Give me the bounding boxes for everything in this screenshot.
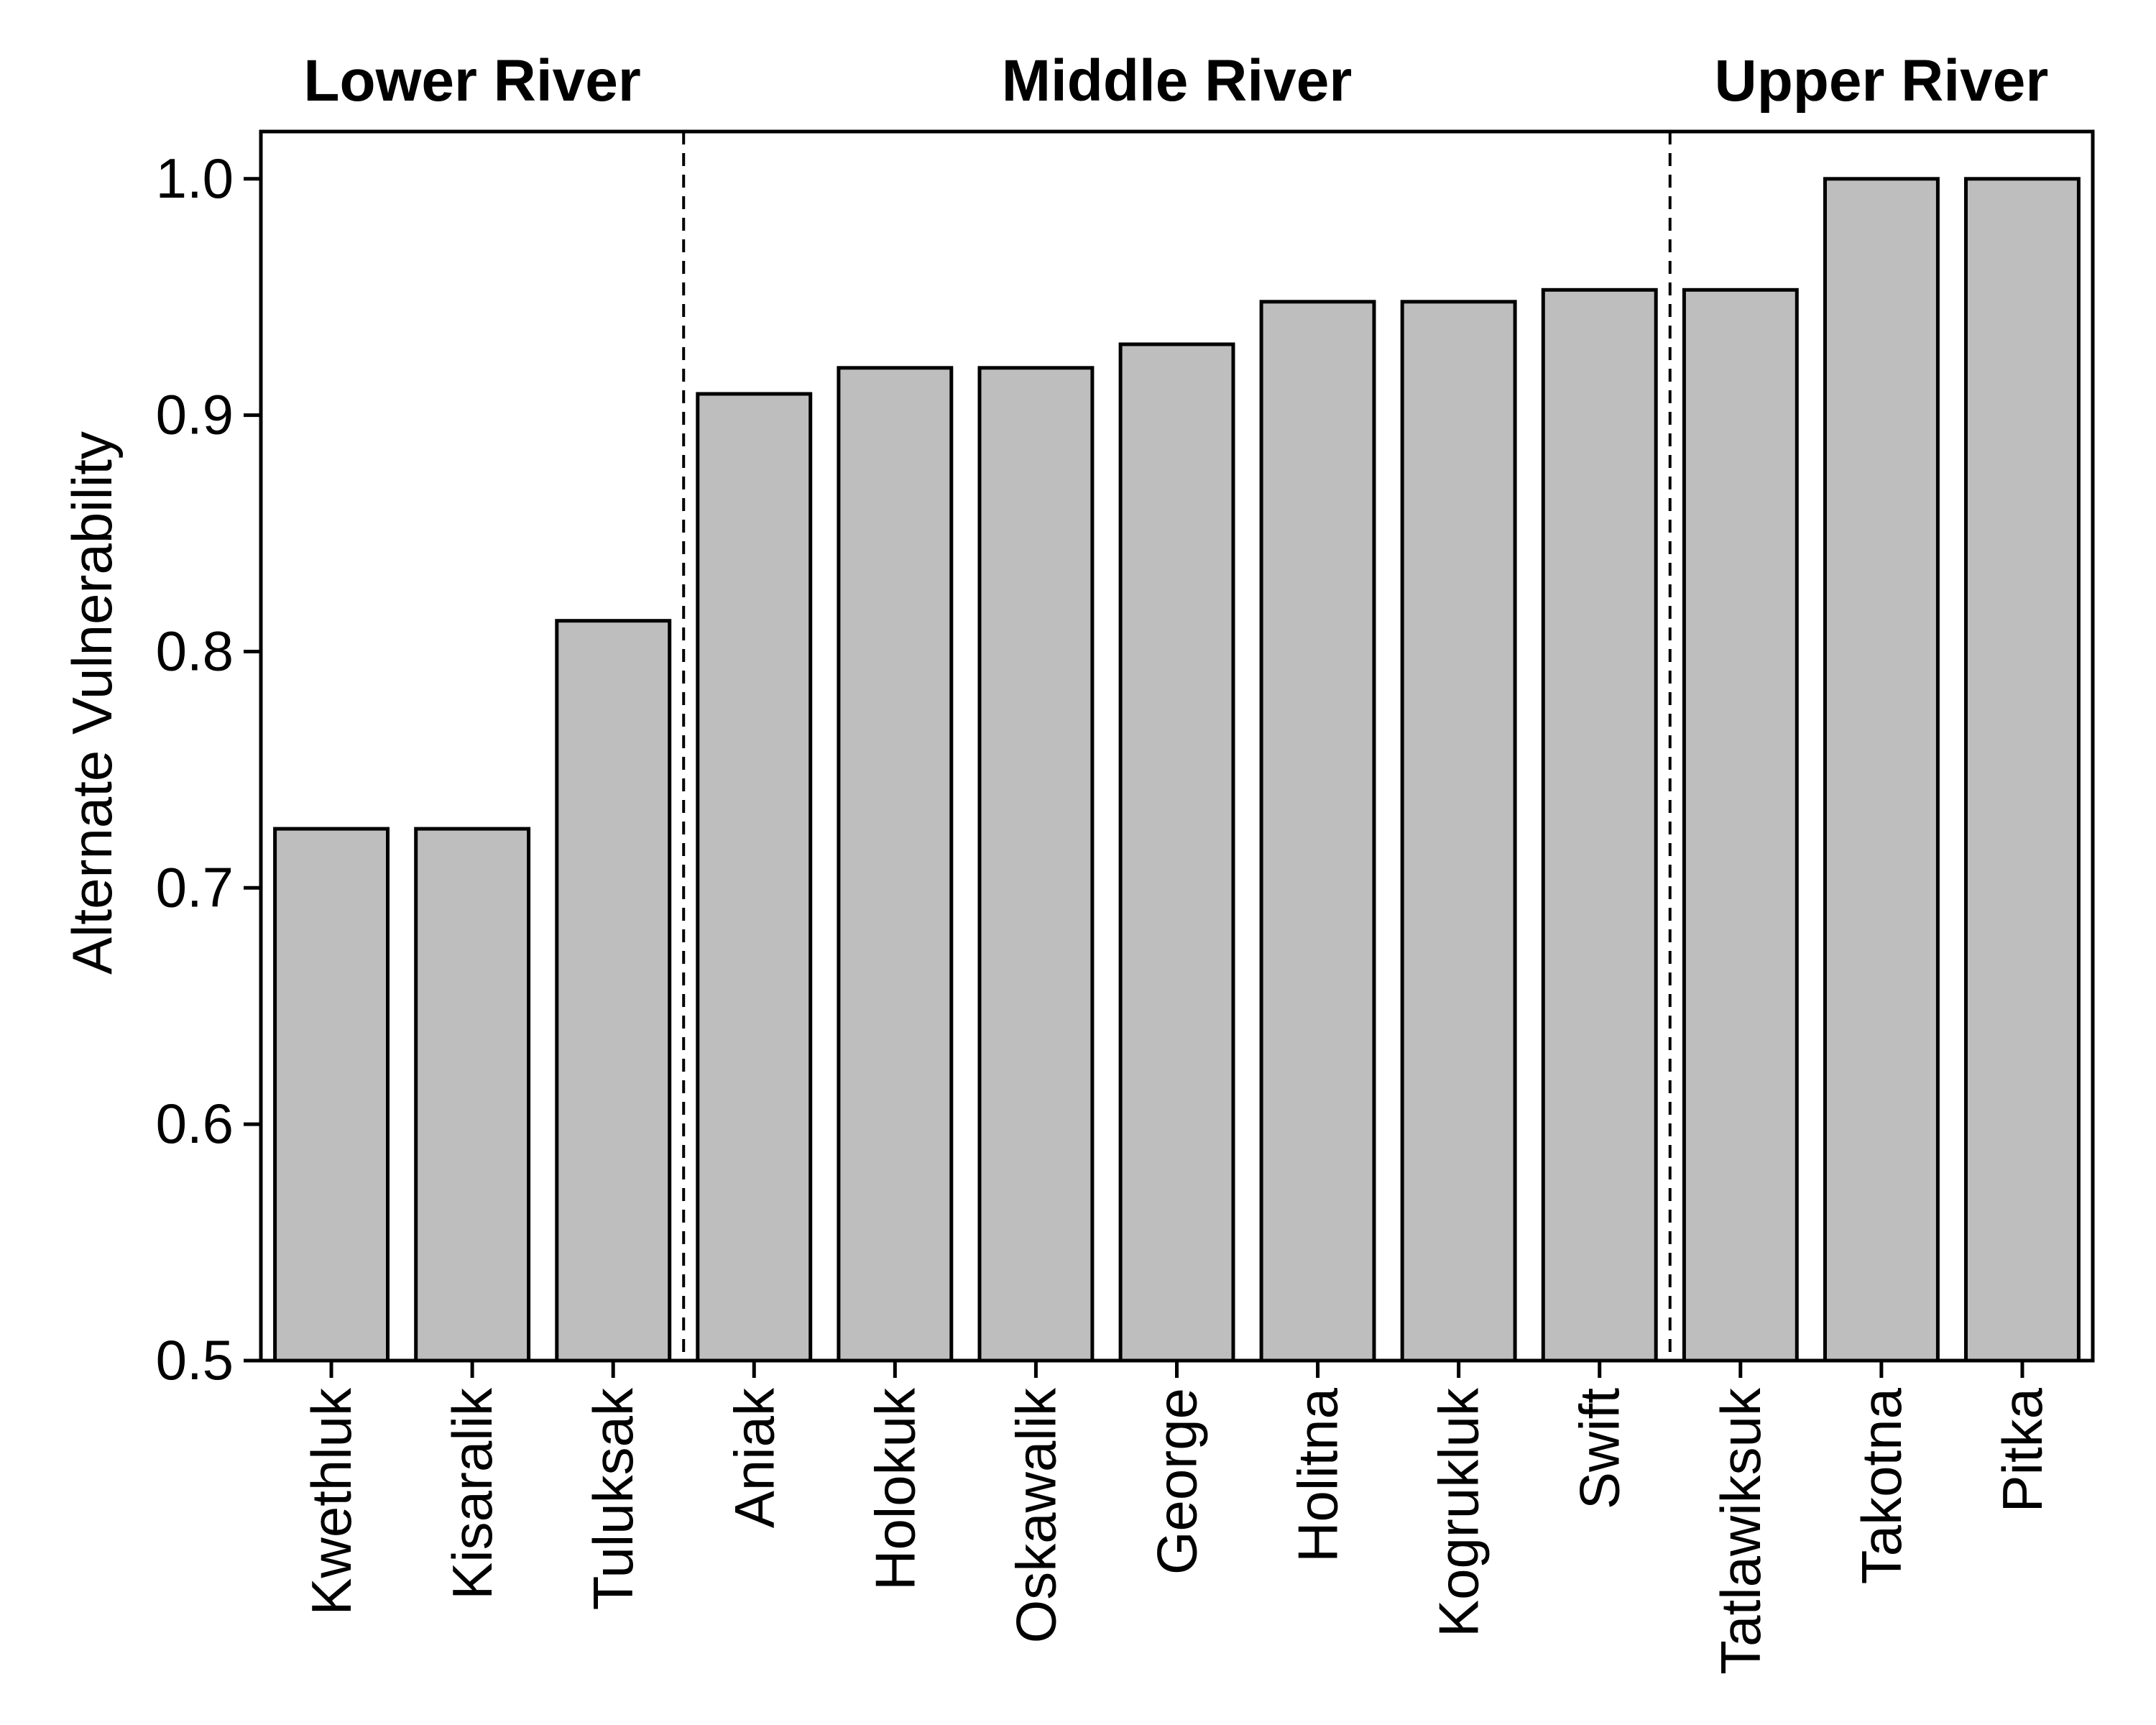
y-tick-label: 0.7 xyxy=(156,855,234,919)
group-label: Upper River xyxy=(1714,48,2048,114)
x-tick-label: Holokuk xyxy=(863,1387,926,1591)
bar-george xyxy=(1118,342,1235,1363)
y-axis: 0.5 0.6 0.7 0.8 0.9 1.0 xyxy=(156,147,261,1392)
y-axis-label: Alternate Vulnerability xyxy=(60,431,124,975)
bar-takotna xyxy=(1823,177,1940,1363)
bar-aniak xyxy=(696,392,813,1363)
x-axis: Kwethluk Kisaralik Tuluksak Aniak Holokuk Osk… xyxy=(300,1361,2054,1675)
x-tick-label: Kisaralik xyxy=(441,1387,504,1600)
group-label: Middle River xyxy=(1002,48,1353,114)
x-tick-label: Pitka xyxy=(1991,1387,2054,1512)
bar-swift xyxy=(1541,288,1658,1363)
x-tick-label: Takotna xyxy=(1850,1387,1913,1584)
x-tick-label: George xyxy=(1146,1388,1209,1575)
x-tick-label: Tatlawiksuk xyxy=(1709,1387,1772,1675)
x-tick-label: Holitna xyxy=(1286,1387,1350,1562)
bar-tuluksak xyxy=(555,619,672,1363)
y-tick-label: 0.9 xyxy=(156,383,234,446)
x-tick-label: Kogrukluk xyxy=(1427,1387,1491,1637)
x-tick-label: Kwethluk xyxy=(300,1387,363,1615)
x-tick-label: Swift xyxy=(1568,1388,1631,1509)
bar-tatlawiksuk xyxy=(1682,288,1799,1363)
x-tick-label: Aniak xyxy=(722,1387,786,1528)
bar-kisaralik xyxy=(414,827,531,1363)
y-tick-label: 1.0 xyxy=(156,147,234,210)
group-labels: Lower River Middle River Upper River xyxy=(303,48,2048,114)
group-label: Lower River xyxy=(303,48,640,114)
bars-layer xyxy=(273,177,2081,1363)
bar-holitna xyxy=(1259,300,1376,1363)
bar-pitka xyxy=(1964,177,2081,1363)
bar-oskawalik xyxy=(977,366,1095,1363)
bar-kogrukluk xyxy=(1400,300,1517,1363)
bar-holokuk xyxy=(837,366,954,1363)
group-separators xyxy=(682,132,1672,1361)
y-tick-label: 0.6 xyxy=(156,1092,234,1155)
y-tick-label: 0.8 xyxy=(156,619,234,682)
x-tick-label: Oskawalik xyxy=(1004,1387,1067,1643)
x-tick-label: Tuluksak xyxy=(581,1387,645,1610)
y-tick-label: 0.5 xyxy=(156,1328,234,1392)
bar-kwethluk xyxy=(273,827,390,1363)
